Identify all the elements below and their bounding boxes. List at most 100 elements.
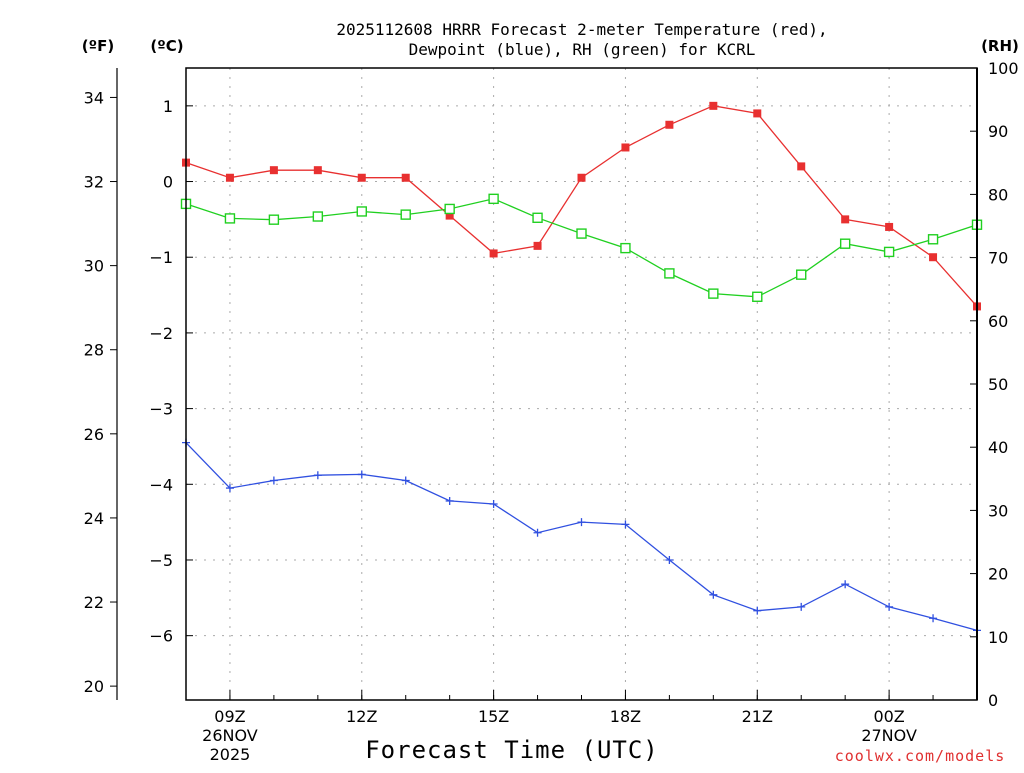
dewpoint-point <box>401 476 410 485</box>
temperature-point <box>929 253 938 262</box>
temperature-point <box>709 101 718 110</box>
dewpoint-point <box>533 528 542 537</box>
rh-line <box>185 198 978 298</box>
chart-title-line-2: Dewpoint (blue), RH (green) for KCRL <box>409 40 756 59</box>
celsius-tick-label: 0 <box>163 173 173 192</box>
temperature-line <box>185 105 978 307</box>
dewpoint-point <box>753 606 762 615</box>
temperature-point <box>665 120 674 129</box>
rh-point <box>488 193 499 205</box>
series-rh <box>180 193 983 302</box>
temperature-point <box>841 215 850 224</box>
fahrenheit-tick-label: 34 <box>84 88 104 107</box>
temperature-point <box>225 173 234 182</box>
rh-unit-label: (RH) <box>981 37 1019 55</box>
dewpoint-point <box>885 602 894 611</box>
fahrenheit-tick-label: 32 <box>84 173 104 192</box>
dewpoint-point <box>225 484 234 493</box>
rh-tick-label: 70 <box>988 249 1008 268</box>
rh-tick-label: 20 <box>988 565 1008 584</box>
time-tick-label: 00Z <box>873 707 904 726</box>
x-axis-label: Forecast Time (UTC) <box>365 736 659 764</box>
chart-title-line-1: 2025112608 HRRR Forecast 2-meter Tempera… <box>336 20 827 39</box>
celsius-axis: 1 0 −1 −2 −3 −4 −5 −6 <box>149 97 193 646</box>
fahrenheit-tick-label: 30 <box>84 257 104 276</box>
temperature-point <box>269 166 278 175</box>
rh-point <box>268 214 280 225</box>
dewpoint-point <box>269 476 278 485</box>
rh-tick-label: 100 <box>988 59 1019 78</box>
rh-tick-label: 10 <box>988 628 1008 647</box>
celsius-tick-label: −3 <box>149 400 173 419</box>
celsius-tick-label: −2 <box>149 324 173 343</box>
rh-point <box>312 211 324 222</box>
dewpoint-point <box>665 555 674 564</box>
rh-tick-label: 40 <box>988 438 1008 457</box>
celsius-unit-label: (ºC) <box>150 37 183 55</box>
fahrenheit-tick-label: 26 <box>84 425 104 444</box>
rh-tick-label: 80 <box>988 185 1008 204</box>
rh-point <box>927 234 939 245</box>
grid-lines <box>186 68 977 700</box>
rh-point <box>224 213 236 224</box>
dewpoint-point <box>357 470 366 479</box>
rh-point <box>796 269 807 280</box>
dewpoint-point <box>313 471 322 480</box>
temperature-point <box>401 173 410 182</box>
dewpoint-line <box>185 442 978 632</box>
temperature-point <box>885 222 894 231</box>
temperature-point <box>533 241 542 250</box>
fahrenheit-unit-label: (ºF) <box>82 37 114 55</box>
rh-point <box>444 203 455 215</box>
rh-point <box>752 291 763 302</box>
date-label: 2025 <box>210 745 251 764</box>
date-label: 26NOV <box>202 726 258 745</box>
rh-tick-label: 30 <box>988 501 1008 520</box>
rh-point <box>620 242 631 254</box>
rh-tick-label: 90 <box>988 122 1008 141</box>
rh-tick-label: 0 <box>988 691 998 710</box>
temperature-point <box>797 162 806 171</box>
fahrenheit-tick-label: 28 <box>84 341 104 360</box>
fahrenheit-tick-label: 20 <box>84 677 104 696</box>
dewpoint-point <box>577 518 586 527</box>
plot-frame <box>185 67 978 701</box>
celsius-tick-label: −5 <box>149 551 173 570</box>
time-tick-label: 09Z <box>214 707 245 726</box>
rh-tick-label: 50 <box>988 375 1008 394</box>
dewpoint-point <box>929 614 938 623</box>
temperature-point <box>445 211 454 220</box>
time-tick-label: 21Z <box>742 707 773 726</box>
series-layer <box>180 101 983 635</box>
temperature-point <box>313 166 322 175</box>
celsius-tick-label: 1 <box>163 97 173 116</box>
dewpoint-point <box>489 499 498 508</box>
celsius-tick-label: −4 <box>149 475 173 494</box>
date-label: 27NOV <box>861 726 917 745</box>
rh-point <box>664 268 675 279</box>
dewpoint-point <box>797 602 806 611</box>
temperature-point <box>489 249 498 258</box>
dewpoint-point <box>841 580 850 589</box>
rh-point <box>576 228 587 239</box>
time-tick-label: 15Z <box>478 707 509 726</box>
time-tick-label: 18Z <box>610 707 641 726</box>
series-dewpoint <box>182 438 981 635</box>
dewpoint-point <box>445 496 454 505</box>
temperature-point <box>621 143 630 152</box>
rh-point <box>883 246 895 258</box>
series-temperature <box>182 101 981 311</box>
rh-point <box>400 209 411 220</box>
time-tick-label: 12Z <box>346 707 377 726</box>
celsius-tick-label: −1 <box>149 248 173 267</box>
fahrenheit-axis: 34 32 30 28 26 24 22 20 <box>84 68 118 700</box>
celsius-tick-label: −6 <box>149 627 173 646</box>
fahrenheit-tick-label: 22 <box>84 593 104 612</box>
temperature-point <box>577 173 586 182</box>
temperature-point <box>753 109 762 118</box>
dewpoint-point <box>709 590 718 599</box>
rh-point <box>708 288 719 299</box>
